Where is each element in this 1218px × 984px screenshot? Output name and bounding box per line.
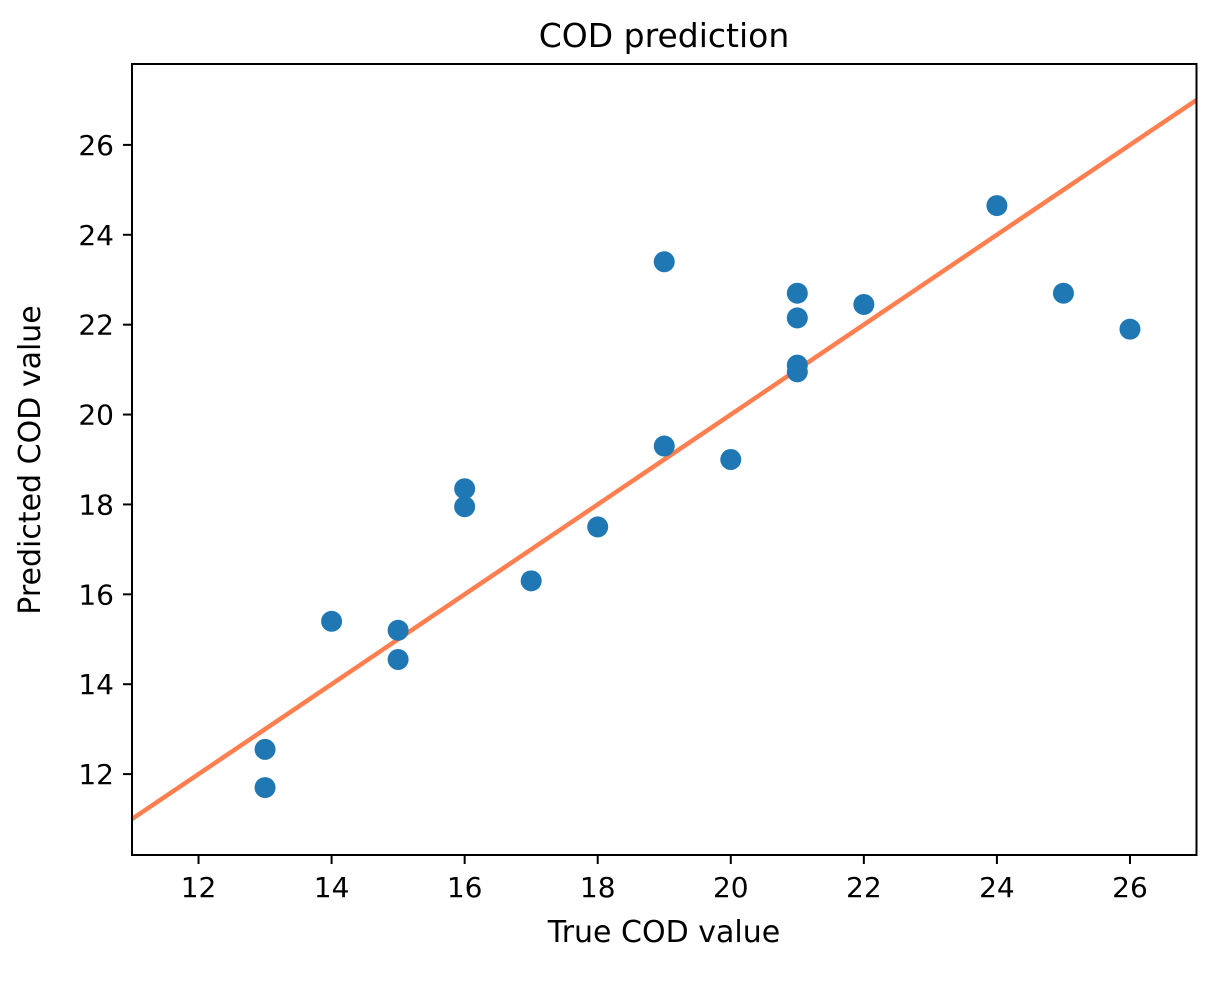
y-tick-label: 12 [78,758,114,791]
scatter-point [786,361,808,383]
line-layer [130,98,1198,821]
x-tick-label: 26 [1112,871,1148,904]
scatter-point [653,435,675,457]
x-tick-label: 20 [713,871,749,904]
scatter-point [387,648,409,670]
scatter-point [720,449,742,470]
scatter-point [254,777,276,799]
y-tick-label: 20 [78,399,114,432]
x-axis: 12 14 16 18 20 22 24 26 [181,855,1148,904]
y-axis: 12 14 16 18 20 22 24 26 [78,129,132,791]
identity-reference-line [130,98,1198,821]
scatter-layer [254,195,1141,799]
y-axis-label: Predicted COD value [13,305,48,615]
scatter-point [986,195,1008,217]
scatter-point [587,516,609,538]
y-tick-label: 16 [78,578,114,611]
scatter-point [1052,282,1074,304]
scatter-point [853,293,875,315]
y-tick-label: 18 [78,488,114,521]
scatter-point [653,251,675,273]
y-tick-label: 14 [78,668,114,701]
scatter-point [454,478,476,500]
scatter-point [520,570,542,592]
x-axis-label: True COD value [547,915,780,950]
x-tick-label: 24 [979,871,1015,904]
x-tick-label: 16 [447,871,483,904]
scatter-point [387,619,409,641]
scatter-point [1119,318,1141,340]
scatter-point [321,610,343,632]
chart-title: COD prediction [539,16,789,55]
axes-spines [131,63,1198,856]
y-tick-label: 26 [78,129,114,162]
y-tick-label: 22 [78,309,114,342]
x-tick-label: 18 [580,871,616,904]
x-tick-label: 12 [181,871,217,904]
scatter-point [254,738,276,760]
x-tick-label: 14 [314,871,350,904]
scatter-point [786,282,808,304]
scatter-point [786,307,808,329]
scatter-point [454,496,476,518]
x-tick-label: 22 [846,871,882,904]
y-tick-label: 24 [78,219,114,252]
